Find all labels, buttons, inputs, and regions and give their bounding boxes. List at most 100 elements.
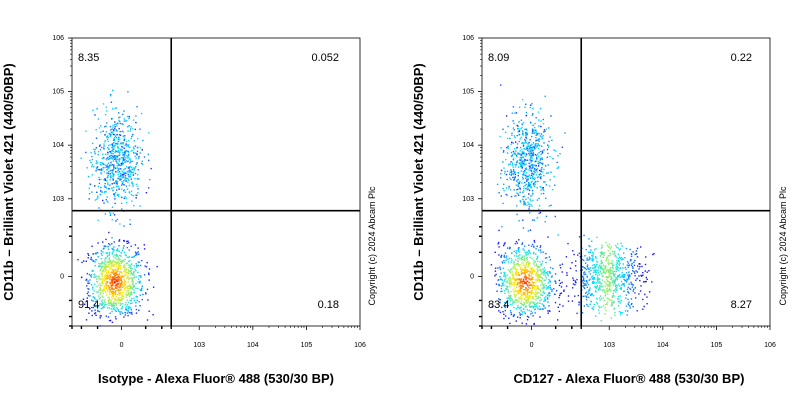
event-dot bbox=[517, 291, 519, 294]
event-dot bbox=[539, 135, 542, 137]
event-dot bbox=[517, 193, 519, 195]
event-dot bbox=[555, 282, 557, 284]
event-dot bbox=[538, 197, 540, 200]
event-dot bbox=[122, 176, 125, 178]
event-dot bbox=[129, 169, 131, 171]
event-dot bbox=[99, 296, 101, 299]
event-dot bbox=[98, 127, 101, 129]
event-dot bbox=[543, 283, 545, 285]
event-dot bbox=[522, 99, 524, 101]
event-dot bbox=[101, 263, 103, 265]
event-dot bbox=[129, 176, 131, 178]
event-dot bbox=[518, 239, 520, 241]
event-dot bbox=[120, 311, 122, 313]
event-dot bbox=[135, 157, 137, 159]
event-dot bbox=[519, 317, 521, 319]
event-dot bbox=[109, 260, 111, 263]
event-dot bbox=[538, 155, 540, 158]
event-dot bbox=[94, 312, 97, 314]
event-dot bbox=[132, 152, 135, 154]
event-dot bbox=[101, 272, 104, 274]
event-dot bbox=[530, 291, 533, 293]
event-dot bbox=[109, 125, 112, 128]
event-dot bbox=[611, 260, 613, 262]
event-dot bbox=[623, 283, 625, 285]
event-dot bbox=[512, 170, 515, 173]
copyright-note: Copyright (c) 2024 Abcam Plc bbox=[367, 186, 377, 306]
event-dot bbox=[596, 236, 598, 239]
event-dot bbox=[520, 165, 523, 167]
event-dot bbox=[113, 302, 115, 304]
event-dot bbox=[101, 299, 104, 301]
event-dot bbox=[619, 273, 621, 276]
event-dot bbox=[500, 195, 502, 197]
event-dot bbox=[126, 240, 128, 243]
event-dot bbox=[99, 265, 102, 267]
event-dot bbox=[114, 299, 116, 301]
event-dot bbox=[491, 305, 494, 308]
event-dot bbox=[94, 298, 96, 300]
event-dot bbox=[519, 188, 521, 190]
event-dot bbox=[136, 154, 138, 156]
event-dot bbox=[525, 141, 527, 143]
event-dot bbox=[547, 298, 549, 300]
event-dot bbox=[500, 169, 503, 172]
event-dot bbox=[497, 279, 499, 281]
event-dot bbox=[126, 308, 128, 310]
event-dot bbox=[542, 122, 545, 125]
event-dot bbox=[109, 170, 112, 172]
event-dot bbox=[549, 156, 551, 158]
event-dot bbox=[126, 145, 128, 147]
event-dot bbox=[119, 130, 121, 133]
event-dot bbox=[106, 255, 109, 257]
event-dot bbox=[510, 173, 513, 175]
event-dot bbox=[102, 103, 105, 105]
event-dot bbox=[110, 262, 113, 264]
event-dot bbox=[101, 162, 103, 164]
event-dot bbox=[510, 143, 512, 145]
event-dot bbox=[130, 273, 132, 275]
event-dot bbox=[521, 148, 523, 151]
event-dot bbox=[540, 284, 542, 287]
event-dot bbox=[127, 301, 130, 304]
event-dot bbox=[110, 93, 112, 96]
event-dot bbox=[525, 253, 527, 255]
event-dot bbox=[118, 188, 120, 190]
event-dot bbox=[109, 212, 111, 214]
event-dot bbox=[106, 172, 108, 174]
event-dot bbox=[541, 158, 543, 160]
event-dot bbox=[517, 181, 519, 183]
event-dot bbox=[126, 309, 128, 311]
event-dot bbox=[528, 261, 530, 263]
event-dot bbox=[504, 172, 506, 175]
event-dot bbox=[531, 285, 534, 287]
event-dot bbox=[130, 293, 133, 295]
event-dot bbox=[106, 165, 108, 168]
event-dot bbox=[604, 267, 607, 270]
event-dot bbox=[105, 283, 108, 285]
event-dot bbox=[634, 272, 636, 274]
event-dot bbox=[608, 299, 610, 301]
event-dot bbox=[540, 193, 543, 195]
event-dot bbox=[519, 284, 522, 287]
event-dot bbox=[136, 264, 138, 267]
event-dot bbox=[133, 297, 135, 300]
event-dot bbox=[104, 186, 106, 188]
event-dot bbox=[571, 300, 574, 302]
event-dot bbox=[106, 252, 109, 254]
event-dot bbox=[540, 264, 543, 266]
event-dot bbox=[100, 131, 102, 133]
event-dot bbox=[502, 311, 504, 313]
event-dot bbox=[121, 202, 123, 205]
event-dot bbox=[130, 309, 132, 311]
event-dot bbox=[122, 123, 124, 126]
event-dot bbox=[133, 265, 135, 267]
event-dot bbox=[622, 283, 624, 285]
event-dot bbox=[603, 270, 605, 272]
y-tick-label: 0 bbox=[470, 273, 474, 280]
event-dot bbox=[598, 278, 601, 280]
event-dot bbox=[128, 249, 130, 251]
event-dot bbox=[506, 194, 508, 196]
event-dot bbox=[92, 142, 94, 145]
event-dot bbox=[123, 245, 125, 247]
